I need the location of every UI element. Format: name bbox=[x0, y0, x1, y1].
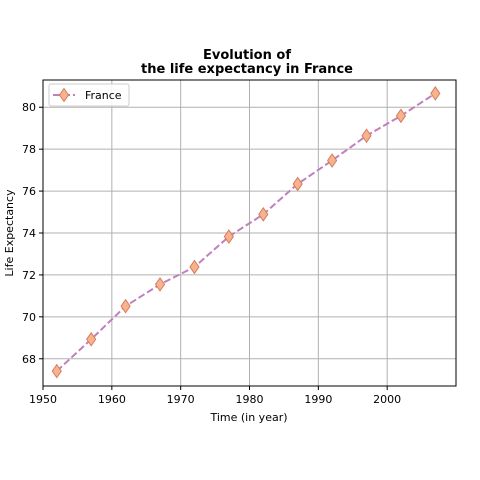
x-tick-label: 2000 bbox=[373, 393, 401, 406]
data-point-1972 bbox=[189, 259, 200, 275]
y-tick-label: 80 bbox=[22, 101, 36, 114]
data-point-1992 bbox=[326, 153, 338, 168]
x-tick-label: 1970 bbox=[167, 393, 195, 406]
data-point-1977 bbox=[223, 229, 234, 244]
y-axis-label: Life Expectancy bbox=[3, 189, 16, 277]
series-layer bbox=[51, 86, 441, 379]
chart-title-line2: the life expectancy in France bbox=[141, 62, 353, 77]
data-point-1967 bbox=[154, 276, 166, 292]
data-point-1997 bbox=[361, 128, 372, 144]
y-tick-label: 76 bbox=[22, 185, 36, 198]
x-tick-label: 1950 bbox=[29, 393, 57, 406]
data-point-1962 bbox=[120, 298, 131, 314]
data-point-1987 bbox=[292, 176, 303, 192]
y-tick-label: 72 bbox=[22, 269, 36, 282]
chart-title-line1: Evolution of bbox=[203, 48, 291, 63]
data-point-2002 bbox=[395, 108, 407, 124]
data-point-1982 bbox=[258, 206, 269, 222]
data-point-1957 bbox=[86, 331, 97, 347]
axis-ticks: 1950 1960 1970 1980 1990 2000 68 70 72 74 76 78 80 bbox=[22, 101, 401, 406]
x-axis-label: Time (in year) bbox=[209, 411, 287, 424]
series-line-france bbox=[56, 92, 436, 372]
y-tick-label: 74 bbox=[22, 227, 36, 240]
data-point-1952 bbox=[51, 363, 62, 379]
y-tick-label: 68 bbox=[22, 353, 36, 366]
data-point-2007 bbox=[430, 86, 441, 101]
y-tick-label: 70 bbox=[22, 311, 36, 324]
x-tick-label: 1980 bbox=[236, 393, 264, 406]
legend: France bbox=[48, 83, 130, 107]
x-tick-label: 1960 bbox=[98, 393, 126, 406]
legend-box bbox=[48, 83, 130, 107]
grid bbox=[42, 80, 456, 386]
x-tick-label: 1990 bbox=[304, 393, 332, 406]
legend-label-france: France bbox=[85, 89, 122, 102]
y-tick-label: 78 bbox=[22, 143, 36, 156]
legend-marker-diamond bbox=[58, 87, 70, 103]
